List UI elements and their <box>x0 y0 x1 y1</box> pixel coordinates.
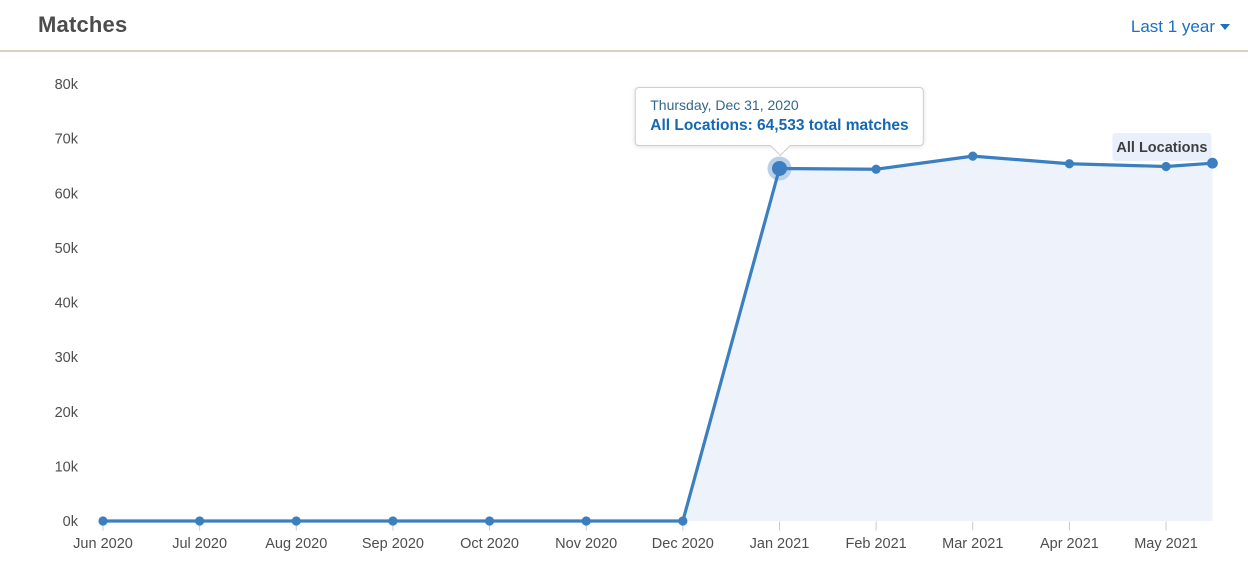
y-axis-label: 30k <box>55 350 79 366</box>
date-range-label: Last 1 year <box>1130 17 1215 36</box>
data-point[interactable] <box>1207 157 1218 169</box>
y-axis-label: 40k <box>55 296 79 312</box>
date-range-selector[interactable]: Last 1 year <box>1131 17 1230 37</box>
y-axis-label: 70k <box>55 132 79 148</box>
tooltip-date: Thursday, Dec 31, 2020 <box>650 97 799 114</box>
data-point[interactable] <box>678 516 688 526</box>
y-axis-label: 50k <box>55 241 79 257</box>
y-axis-label: 10k <box>55 459 79 475</box>
x-axis-label: Aug 2020 <box>265 536 327 552</box>
series-label: All Locations <box>1116 140 1207 156</box>
page-title: Matches <box>38 12 128 37</box>
data-point[interactable] <box>581 516 591 526</box>
x-axis-label: Dec 2020 <box>652 536 714 552</box>
data-point[interactable] <box>871 164 881 174</box>
x-axis-label: Nov 2020 <box>555 536 617 552</box>
data-point[interactable] <box>968 151 978 161</box>
data-point[interactable] <box>484 516 495 526</box>
header-divider <box>0 50 1248 52</box>
series-label-box <box>1112 133 1212 161</box>
x-axis-label: Jan 2021 <box>750 536 810 552</box>
y-axis-label: 80k <box>55 77 79 93</box>
x-axis-label: Oct 2020 <box>460 536 519 552</box>
caret-down-icon <box>1220 23 1230 30</box>
x-axis-label: Jun 2020 <box>73 536 133 552</box>
x-axis-label: Feb 2021 <box>845 536 906 552</box>
data-point[interactable] <box>388 516 398 526</box>
x-axis-label: Apr 2021 <box>1040 536 1099 552</box>
data-point[interactable] <box>291 516 301 526</box>
y-axis-label: 20k <box>55 405 79 421</box>
x-axis-label: Sep 2020 <box>362 536 424 552</box>
x-axis-label: May 2021 <box>1134 536 1198 552</box>
x-axis-label: Mar 2021 <box>942 536 1003 552</box>
series-area-fill <box>103 156 1213 522</box>
selected-data-point[interactable] <box>771 160 787 176</box>
chart-tooltip: Thursday, Dec 31, 2020 All Locations: 64… <box>635 87 924 147</box>
data-point[interactable] <box>98 516 108 526</box>
data-point[interactable] <box>195 516 205 526</box>
data-point[interactable] <box>1064 159 1074 169</box>
data-point[interactable] <box>1161 161 1171 172</box>
x-axis-label: Jul 2020 <box>172 536 227 552</box>
y-axis-label: 0k <box>63 514 79 530</box>
tooltip-value: All Locations: 64,533 total matches <box>650 117 909 135</box>
y-axis-label: 60k <box>55 186 79 202</box>
